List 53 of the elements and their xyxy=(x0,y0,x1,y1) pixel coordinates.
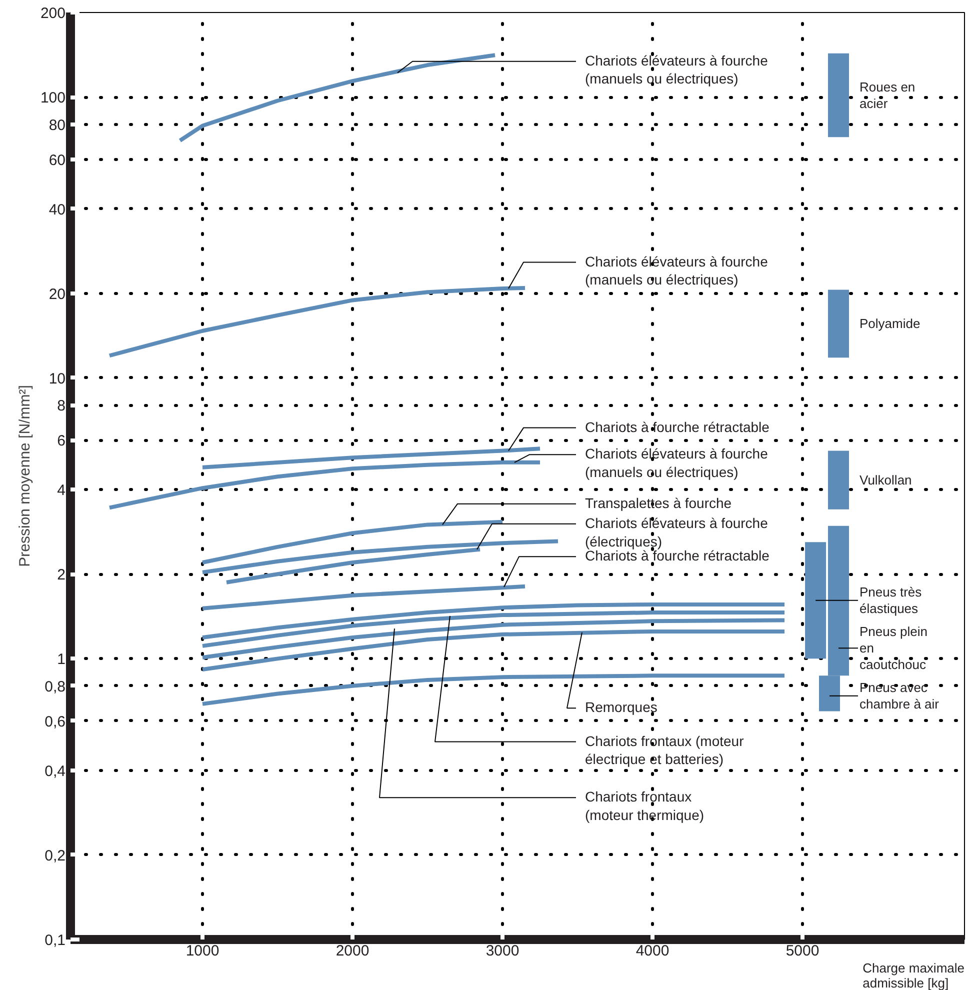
line-series xyxy=(200,584,527,610)
x-tick-label: 1000 xyxy=(186,942,220,960)
y-tick-label: 20 xyxy=(48,286,66,303)
y-tick-label: 0,1 xyxy=(44,932,66,949)
y-tick-label: 0,4 xyxy=(44,762,66,780)
annotation: Chariots à fourche rétractable xyxy=(585,418,770,435)
series-label: Pneus avec chambre à air xyxy=(860,680,940,712)
y-tick-label: 60 xyxy=(48,152,66,169)
y-tick-label: 0,8 xyxy=(44,678,66,696)
series-label: Roues en acier xyxy=(860,80,916,112)
annotation: Transpalettes à fourche xyxy=(585,494,732,511)
x-tick-label: 2000 xyxy=(336,942,370,960)
y-tick-label: 0,6 xyxy=(44,713,66,730)
series-label: Vulkollan xyxy=(860,472,912,488)
bar xyxy=(805,542,826,659)
y-tick-label: 8 xyxy=(57,398,66,415)
series-label: Polyamide xyxy=(860,316,920,332)
y-tick-label: 4 xyxy=(57,482,66,500)
line-series xyxy=(200,618,786,660)
x-tick-label: 3000 xyxy=(486,942,520,960)
line-series xyxy=(200,446,542,470)
y-axis-title: Pression moyenne [N/mm²] xyxy=(16,385,34,567)
text: Pneus très élastiques xyxy=(860,584,922,616)
y-tick-label: 6 xyxy=(57,432,66,450)
annotation: Chariots élévateurs à fourche (électriques) xyxy=(585,514,768,550)
bar xyxy=(828,290,849,358)
x-axis-title: Charge maximale admissible [kg] xyxy=(862,960,964,990)
line-series xyxy=(200,602,786,640)
line-series xyxy=(200,610,786,648)
annotation: Chariots élévateurs à fourche (manuels ou électriques) xyxy=(585,446,768,480)
annotation: Chariots frontaux (moteur électrique et batteries) xyxy=(585,732,744,768)
y-tick-label: 10 xyxy=(48,370,66,388)
bar xyxy=(828,53,849,138)
line-series xyxy=(108,286,527,358)
line-series xyxy=(200,520,504,565)
x-tick-label: 5000 xyxy=(786,942,820,960)
line-series xyxy=(178,53,497,143)
line-series xyxy=(108,460,542,510)
y-tick-label: 40 xyxy=(48,201,66,218)
y-tick-label: 1 xyxy=(57,651,66,668)
y-tick-label: 0,2 xyxy=(44,847,66,864)
line-series xyxy=(200,629,786,672)
y-tick-label: 100 xyxy=(40,90,66,107)
bar xyxy=(828,450,849,510)
y-tick-label: 200 xyxy=(40,5,66,22)
x-tick-label: 4000 xyxy=(636,942,670,960)
annotation: Chariots élévateurs à fourche (manuels ou électriques) xyxy=(585,253,768,288)
series-label: Pneus plein en caoutchouc xyxy=(860,624,928,672)
y-tick-label: 2 xyxy=(57,566,66,584)
y-tick-label: 80 xyxy=(48,116,66,134)
annotation: Remorques xyxy=(585,699,658,716)
annotation: Chariots frontaux (moteur thermique) xyxy=(585,788,704,824)
annotation: Chariots élévateurs à fourche (manuels ou électriques) xyxy=(585,52,768,87)
